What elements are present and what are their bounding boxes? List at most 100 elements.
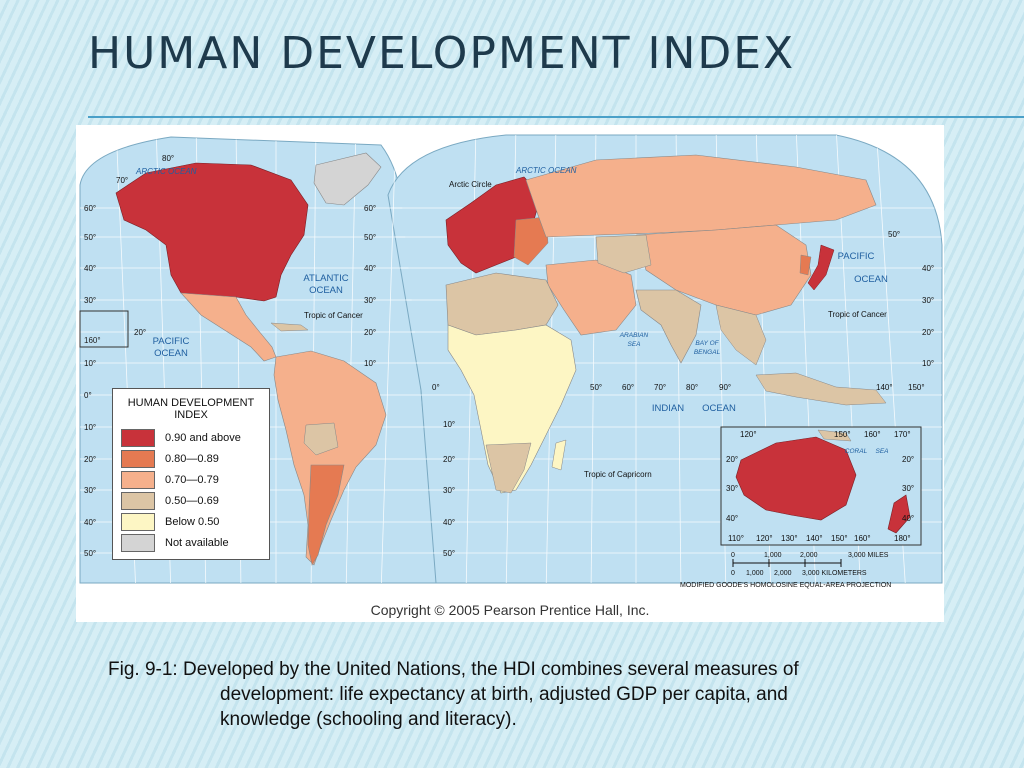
lat-mid-1: 50° (364, 233, 376, 242)
ocean-label-indian: INDIAN (652, 403, 684, 414)
inset-lon-bottom-4: 150° (831, 534, 848, 543)
land-bolivia-paraguay (303, 422, 339, 456)
scale-bar: 0 1,000 2,000 3,000 MILES 0 1,000 2,000 … (680, 552, 891, 589)
lat-right-1: 40° (922, 264, 934, 273)
legend-swatch (121, 512, 155, 531)
lat-left-10: 20° (84, 455, 96, 464)
lat-left-8: 0° (84, 391, 92, 400)
ocean-label-pacific-west-2: OCEAN (154, 348, 188, 359)
legend-item-below-050: Below 0.50 (121, 511, 261, 532)
legend-swatch (121, 470, 155, 489)
hawaii-inset-box (79, 310, 129, 348)
sea-label-bengal: BAY OF (695, 340, 719, 347)
sea-label-coral: CORAL (845, 448, 868, 455)
lat-left-3: 50° (84, 233, 96, 242)
land-greenland (313, 152, 382, 206)
caption-line-3: knowledge (schooling and literacy). (220, 709, 517, 730)
land-japan (807, 244, 835, 291)
lat-mid-5: 10° (364, 359, 376, 368)
inset-lon-top-2: 160° (864, 430, 881, 439)
label-arctic-circle: Arctic Circle (449, 180, 492, 189)
latitude-labels-middle: 60° 50° 40° 30° 20° 10° 0° 10° 20° 30° 4… (364, 204, 455, 558)
label-tropic-cancer-west: Tropic of Cancer (304, 311, 363, 320)
inset-lat-0: 20° (726, 455, 738, 464)
hawaii-lon-label: 160° (84, 336, 101, 345)
hdi-legend: HUMAN DEVELOPMENT INDEX 0.90 and above 0… (112, 388, 270, 560)
legend-swatch (121, 449, 155, 468)
inset-lon-bottom-0: 110° (728, 534, 744, 543)
lon-0: 50° (590, 383, 602, 392)
sea-label-arabian: ARABIAN (619, 332, 649, 339)
scale-miles-2: 2,000 (800, 552, 818, 559)
lat-left-12: 40° (84, 518, 96, 527)
lat-left-5: 30° (84, 296, 96, 305)
label-tropic-capricorn: Tropic of Capricorn (584, 470, 652, 479)
scale-km-3: 3,000 KILOMETERS (802, 570, 867, 577)
land-south-america (273, 350, 387, 566)
lat-mid-0: 60° (364, 204, 376, 213)
land-south-asia (635, 289, 702, 364)
lat-left-9: 10° (84, 423, 96, 432)
land-central-asia (595, 234, 652, 274)
inset-lon-bottom-3: 140° (806, 534, 823, 543)
land-north-america (115, 162, 309, 302)
lat-mid-6: 0° (432, 383, 440, 392)
copyright-notice: Copyright © 2005 Pearson Prentice Hall, … (370, 602, 650, 618)
legend-item-080-089: 0.80—0.89 (121, 448, 261, 469)
land-russia (525, 154, 877, 238)
lat-left-11: 30° (84, 486, 96, 495)
inset-lon-bottom-6: 180° (894, 534, 911, 543)
hdi-world-map: 160° ARCTIC OCEAN ARCTIC OCEAN ATLANTIC … (76, 125, 944, 622)
legend-label: 0.50—0.69 (165, 494, 219, 507)
latitude-labels-left: 80° 70° 60° 50° 40° 30° 20° 10° 0° 10° 2… (84, 154, 174, 558)
lat-right-0: 50° (888, 230, 900, 239)
lon-2: 70° (654, 383, 666, 392)
land-southeast-asia (715, 304, 767, 366)
legend-label: Below 0.50 (165, 515, 220, 528)
figure-caption: Fig. 9-1: Developed by the United Nation… (108, 657, 988, 732)
inset-lon-top-1: 150° (834, 430, 851, 439)
ocean-label-atlantic: ATLANTIC (303, 273, 348, 284)
title-divider (88, 116, 1024, 118)
lat-left-2: 60° (84, 204, 96, 213)
lat-right-3: 20° (922, 328, 934, 337)
inset-lon-bottom-2: 130° (781, 534, 798, 543)
ocean-label-arctic-west: ARCTIC OCEAN (135, 167, 197, 176)
ocean-label-atlantic-2: OCEAN (309, 285, 343, 296)
scale-km-0: 0 (731, 570, 735, 577)
lon-6: 150° (908, 383, 925, 392)
ocean-label-pacific-east-2: OCEAN (854, 274, 888, 285)
slide-title: HUMAN DEVELOPMENT INDEX (88, 28, 796, 79)
land-southern-africa (485, 442, 532, 494)
lat-mid-7: 10° (443, 420, 455, 429)
lat-left-1: 70° (116, 176, 128, 185)
legend-item-not-available: Not available (121, 532, 261, 553)
sea-label-coral-2: SEA (875, 448, 888, 455)
legend-title-line2: INDEX (174, 409, 208, 421)
inset-lat-2: 40° (726, 514, 738, 523)
ocean-label-pacific-west: PACIFIC (153, 336, 190, 347)
latitude-labels-right: 50° 40° 30° 20° 10° (888, 230, 934, 368)
land-papua-new-guinea (817, 429, 852, 442)
projection-note: MODIFIED GOODE'S HOMOLOSINE EQUAL-AREA P… (680, 582, 891, 589)
legend-item-090-above: 0.90 and above (121, 427, 261, 448)
legend-label: Not available (165, 536, 229, 549)
land-china-east-asia (635, 224, 812, 316)
lat-right-4: 10° (922, 359, 934, 368)
inset-lat-3: 20° (902, 455, 914, 464)
land-caribbean (270, 322, 309, 332)
lon-1: 60° (622, 383, 634, 392)
inset-lon-bottom-5: 160° (854, 534, 871, 543)
land-sub-saharan-africa (447, 324, 577, 494)
lat-left-13: 50° (84, 549, 96, 558)
lat-left-6: 20° (134, 328, 146, 337)
lat-mid-10: 40° (443, 518, 455, 527)
lon-3: 80° (686, 383, 698, 392)
lat-right-2: 30° (922, 296, 934, 305)
legend-title: HUMAN DEVELOPMENT INDEX (121, 397, 261, 421)
inset-lon-top-0: 120° (740, 430, 757, 439)
lat-left-0: 80° (162, 154, 174, 163)
lat-mid-3: 30° (364, 296, 376, 305)
inset-lon-bottom-1: 120° (756, 534, 773, 543)
inset-lat-1: 30° (726, 484, 738, 493)
